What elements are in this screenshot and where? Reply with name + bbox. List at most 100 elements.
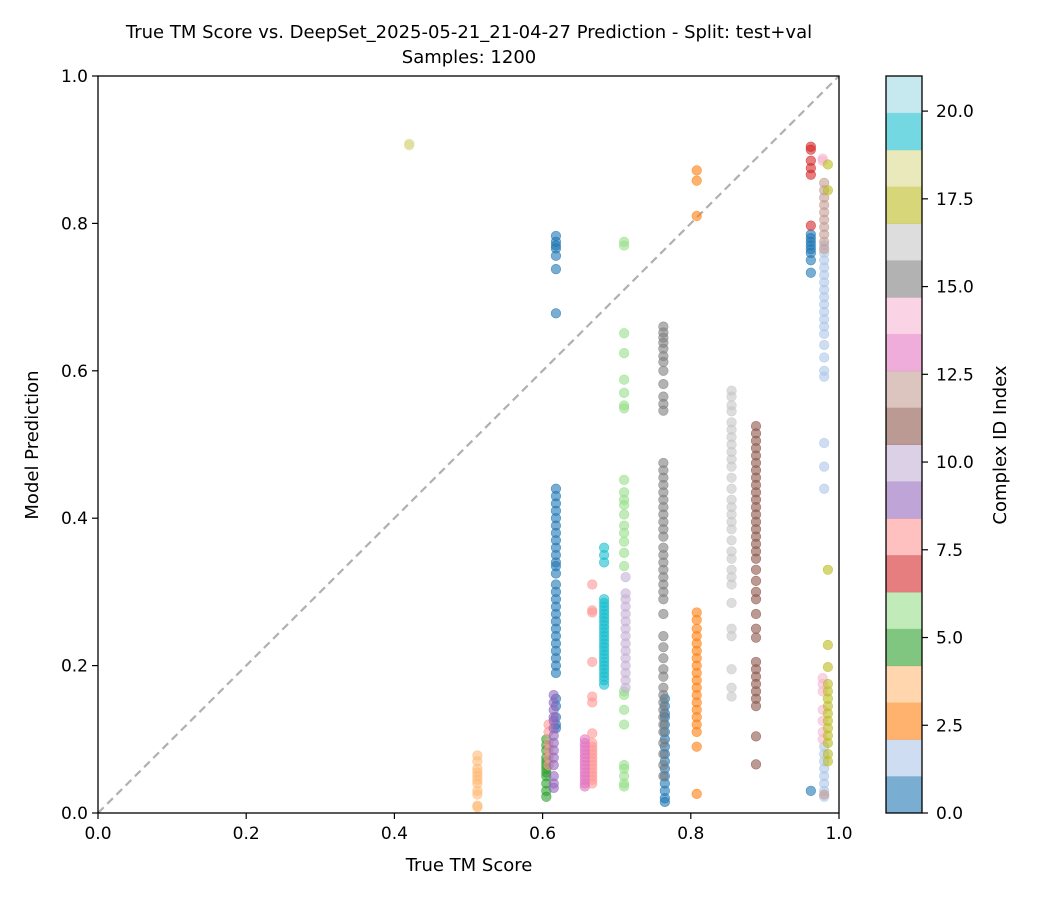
x-tick-label: 0.4	[381, 824, 408, 844]
data-point	[550, 667, 562, 679]
data-point	[619, 374, 630, 385]
data-point	[819, 244, 830, 255]
data-point	[658, 759, 669, 771]
colorbar-segment	[886, 370, 922, 409]
colorbar-segment	[886, 297, 922, 335]
data-point	[619, 348, 630, 359]
data-point	[472, 789, 483, 800]
data-point	[550, 308, 562, 319]
colorbar	[886, 76, 922, 814]
data-point	[726, 406, 737, 417]
data-point	[726, 553, 737, 564]
colorbar-segment	[886, 444, 922, 482]
data-point	[822, 756, 833, 767]
y-tick-label: 0.2	[61, 657, 88, 677]
data-point	[658, 671, 669, 682]
data-point	[658, 356, 669, 368]
data-point	[619, 719, 630, 730]
data-point	[822, 185, 833, 196]
x-tick-label: 1.0	[825, 824, 852, 844]
x-tick-label: 0.6	[529, 824, 556, 844]
x-axis-ticks: 0.0 0.2 0.4 0.6 0.8 1.0	[84, 813, 853, 844]
data-point	[587, 697, 598, 708]
data-point	[819, 328, 830, 340]
data-point	[726, 631, 737, 642]
data-point	[619, 240, 630, 251]
data-point	[587, 656, 598, 668]
chart-subtitle: Samples: 1200	[402, 47, 536, 68]
data-point	[750, 632, 762, 643]
data-point	[805, 169, 816, 180]
data-point	[726, 524, 737, 535]
colorbar-tick-label: 17.5	[936, 190, 974, 210]
data-point	[726, 535, 737, 546]
data-point	[691, 165, 702, 176]
data-point	[726, 461, 737, 472]
data-point	[805, 255, 816, 266]
data-point	[750, 594, 762, 605]
colorbar-ticks: 0.0 2.5 5.0 7.5 10.0 12.5 15.0 17.5 20.0	[922, 102, 974, 824]
data-point	[658, 726, 669, 738]
colorbar-tick-label: 7.5	[936, 541, 963, 561]
data-point	[750, 608, 762, 620]
data-point	[822, 564, 833, 575]
colorbar-segment	[886, 333, 922, 372]
colorbar-segment	[886, 407, 922, 445]
x-tick-label: 0.8	[677, 824, 704, 844]
data-point	[548, 759, 559, 771]
data-point	[819, 339, 830, 351]
x-tick-label: 0.2	[233, 824, 260, 844]
data-point	[587, 607, 598, 618]
colorbar-tick-label: 2.5	[936, 716, 963, 736]
x-tick-label: 0.0	[84, 824, 111, 844]
data-point	[619, 387, 630, 399]
y-tick-label: 1.0	[61, 67, 88, 87]
data-point	[805, 144, 816, 155]
colorbar-segment	[886, 776, 922, 814]
data-point	[726, 691, 737, 702]
data-point	[619, 474, 630, 485]
data-point	[619, 509, 630, 520]
data-point	[658, 653, 669, 664]
data-point	[619, 328, 630, 339]
colorbar-tick-label: 15.0	[936, 278, 974, 298]
data-point	[658, 531, 669, 542]
colorbar-tick-label: 0.0	[936, 804, 963, 824]
colorbar-segment	[886, 628, 922, 667]
data-point	[819, 789, 830, 800]
data-point	[691, 210, 702, 222]
data-point	[658, 631, 669, 642]
colorbar-segment	[886, 481, 922, 519]
y-axis-ticks: 0.0 0.2 0.4 0.6 0.8 1.0	[61, 67, 98, 824]
reference-line	[97, 75, 840, 814]
data-point	[691, 614, 702, 626]
data-point	[819, 371, 830, 382]
data-point	[726, 682, 737, 693]
colorbar-segment	[886, 739, 922, 777]
data-point	[750, 701, 762, 712]
colorbar-frame	[885, 75, 923, 814]
chart-title: True TM Score vs. DeepSet_2025-05-21_21-…	[125, 22, 812, 43]
data-point	[579, 781, 590, 792]
y-tick-label: 0.0	[61, 804, 88, 824]
data-point	[822, 661, 833, 673]
data-point	[726, 664, 737, 675]
data-point	[658, 771, 669, 782]
data-point	[822, 737, 833, 749]
data-point	[658, 737, 669, 749]
data-point	[548, 782, 559, 794]
data-point	[658, 405, 669, 416]
data-point	[541, 791, 552, 802]
data-point	[550, 568, 562, 579]
data-point	[726, 579, 737, 590]
data-point	[726, 483, 737, 494]
data-point	[658, 642, 669, 653]
data-point	[404, 140, 415, 151]
plot-frame	[97, 75, 840, 814]
data-point	[726, 472, 737, 483]
data-point	[750, 759, 762, 770]
data-point	[750, 564, 762, 575]
data-point	[620, 682, 631, 693]
data-point	[726, 391, 737, 402]
